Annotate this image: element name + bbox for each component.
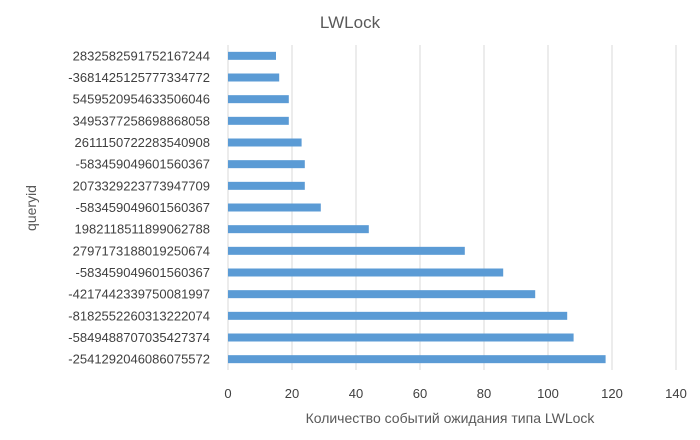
x-tick-label: 120 [601, 386, 623, 401]
category-label: -2541292046086075572 [68, 352, 210, 367]
category-label: -583459049601560367 [76, 200, 210, 215]
x-tick-label: 20 [285, 386, 299, 401]
category-label: 1982118511899062788 [75, 222, 210, 237]
category-label: 3495377258698868058 [73, 113, 210, 128]
category-label: -583459049601560367 [76, 157, 210, 172]
bar [228, 181, 305, 190]
category-label: -3681425125777334772 [68, 70, 210, 85]
bar [228, 160, 305, 169]
x-tick-label: 100 [537, 386, 559, 401]
grid-lines [227, 45, 677, 370]
category-labels: 2832582591752167244 -3681425125777334772 5… [68, 48, 210, 366]
bar [228, 116, 289, 125]
bar [228, 95, 289, 104]
bar [228, 246, 465, 255]
bar [228, 225, 369, 234]
bar [228, 203, 321, 212]
category-label: -8182552260313222074 [68, 308, 210, 323]
x-tick-label: 80 [477, 386, 491, 401]
category-label: -583459049601560367 [76, 265, 210, 280]
bar [228, 73, 280, 82]
x-axis-title: Количество событий ожидания типа LWLock [306, 410, 596, 426]
bar [228, 355, 606, 364]
category-label: -5849488707035427374 [68, 330, 210, 345]
x-tick-label: 140 [665, 386, 687, 401]
x-tick-label: 0 [224, 386, 231, 401]
chart-title: LWLock [320, 13, 381, 32]
category-label: 2073329223773947709 [73, 178, 210, 193]
category-label: 2832582591752167244 [73, 48, 210, 63]
x-tick-label: 40 [349, 386, 363, 401]
bar [228, 138, 302, 147]
category-label: 2797173188019250674 [73, 243, 210, 258]
bar [228, 311, 568, 320]
bar [228, 290, 536, 299]
bar [228, 333, 574, 342]
x-tick-label: 60 [413, 386, 427, 401]
bars [228, 51, 606, 364]
y-axis-title: queryid [23, 185, 39, 231]
category-label: -4217442339750081997 [68, 287, 210, 302]
category-label: 2611150722283540908 [75, 135, 210, 150]
category-label: 5459520954633506046 [73, 92, 210, 107]
bar [228, 51, 276, 60]
bar [228, 268, 504, 277]
x-tick-labels: 0 20 40 60 80 100 120 140 [224, 386, 686, 401]
